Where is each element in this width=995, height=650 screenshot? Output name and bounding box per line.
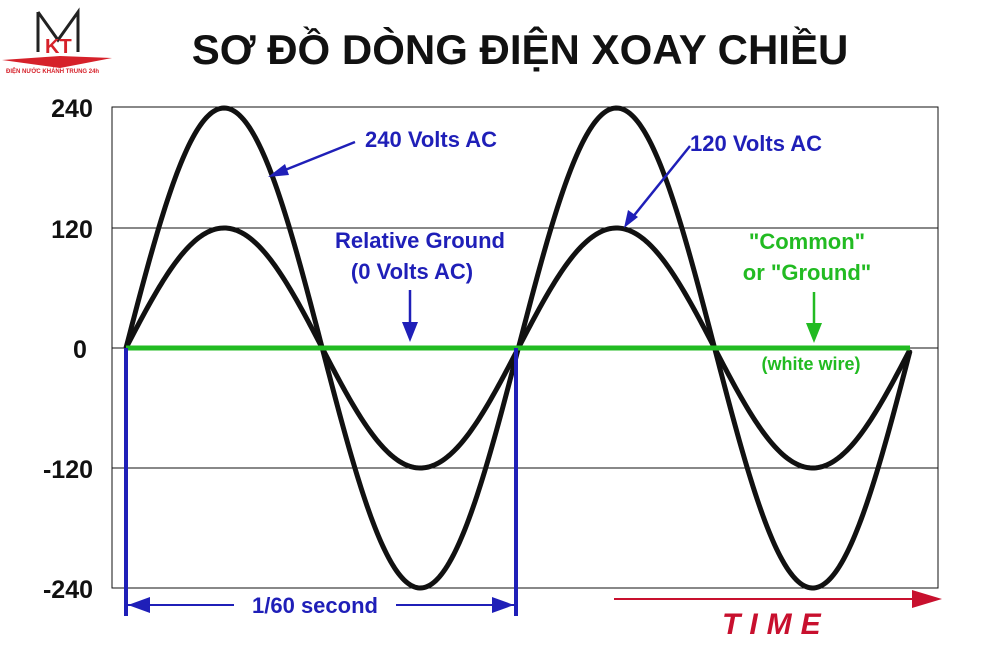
arrow-right-icon xyxy=(912,590,942,608)
y-tick-label: -120 xyxy=(43,456,93,484)
annotation-relative-ground: Relative Ground xyxy=(335,228,505,253)
arrow-right-icon xyxy=(492,597,514,613)
arrow-left-icon xyxy=(128,597,150,613)
logo-m-icon xyxy=(36,7,80,52)
time-axis-label: TIME xyxy=(722,608,830,641)
annotation-120v-arrow xyxy=(631,145,691,219)
annotation-relative-ground-sub: (0 Volts AC) xyxy=(351,259,473,284)
y-tick-label: 240 xyxy=(51,95,93,123)
annotation-120v: 120 Volts AC xyxy=(690,131,822,156)
logo-initials: KT xyxy=(45,36,72,58)
arrow-head-icon xyxy=(624,210,638,228)
page-title: SƠ ĐỒ DÒNG ĐIỆN XOAY CHIỀU xyxy=(192,25,849,73)
logo: KT ĐIỆN NƯỚC KHÁNH TRUNG 24h xyxy=(2,7,112,75)
y-tick-label: 120 xyxy=(51,216,93,244)
logo-tagline: ĐIỆN NƯỚC KHÁNH TRUNG 24h xyxy=(6,67,99,75)
annotation-240v-arrow xyxy=(279,140,356,174)
annotation-common-sub: or "Ground" xyxy=(743,260,871,285)
annotation-240v: 240 Volts AC xyxy=(365,127,497,152)
arrow-head-icon xyxy=(268,164,289,177)
annotation-white-wire: (white wire) xyxy=(761,354,860,374)
arrow-down-icon xyxy=(806,323,822,343)
arrow-down-icon xyxy=(402,322,418,342)
y-tick-label: 0 xyxy=(73,336,87,364)
y-tick-label: -240 xyxy=(43,576,93,604)
annotation-common: "Common" xyxy=(749,229,865,254)
logo-swoosh-icon xyxy=(2,56,112,68)
period-label: 1/60 second xyxy=(252,593,378,618)
